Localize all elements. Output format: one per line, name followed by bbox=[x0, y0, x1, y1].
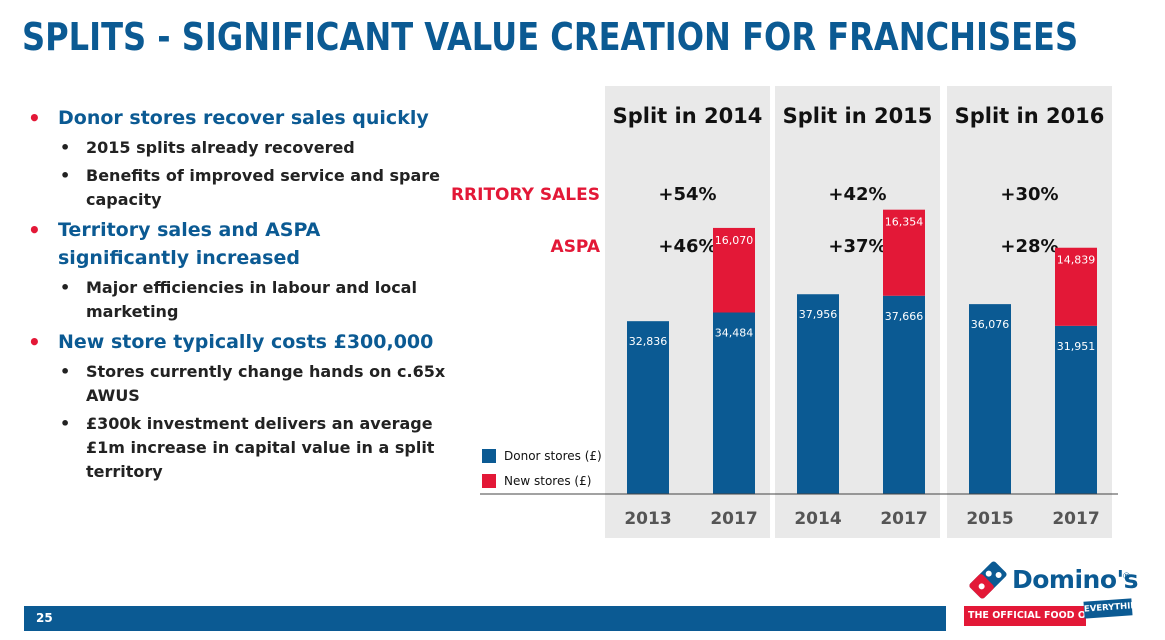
legend-swatch-donor bbox=[482, 449, 496, 463]
footer-bar: 25 bbox=[24, 606, 946, 631]
domino-tile-icon bbox=[969, 561, 1007, 599]
bar-label-donor: 34,484 bbox=[715, 327, 754, 340]
panel-title: Split in 2016 bbox=[955, 104, 1105, 128]
legend-label-donor: Donor stores (£) bbox=[504, 449, 602, 463]
bar-label-donor: 37,956 bbox=[799, 308, 838, 321]
legend-label-new: New stores (£) bbox=[504, 474, 591, 488]
sub-bullet-item: Major efficiencies in labour and local m… bbox=[26, 276, 446, 324]
aspa-value: +37% bbox=[828, 236, 886, 257]
bullet-item: Donor stores recover sales quickly bbox=[26, 104, 446, 132]
logo-tagline-tag: EVERYTHING bbox=[1083, 598, 1145, 619]
logo-tagline: THE OFFICIAL FOOD OF bbox=[968, 610, 1093, 621]
x-tick-label: 2015 bbox=[966, 509, 1013, 529]
bar-label-new: 14,839 bbox=[1057, 254, 1096, 267]
x-tick-label: 2013 bbox=[624, 509, 671, 529]
logo-wordmark: Domino's bbox=[1012, 565, 1139, 594]
bar-label-donor: 36,076 bbox=[971, 318, 1010, 331]
bar-label-new: 16,070 bbox=[715, 234, 754, 247]
dominos-logo: Domino's ® THE OFFICIAL FOOD OF EVERYTHI… bbox=[964, 561, 1145, 632]
page-title: SPLITS - SIGNIFICANT VALUE CREATION FOR … bbox=[22, 15, 1079, 59]
bar-new bbox=[713, 227, 755, 313]
chart: Split in 2014 +54% +46% 32,836 2013 34,484 16,… bbox=[428, 86, 1130, 546]
panel-title: Split in 2014 bbox=[613, 104, 763, 128]
logo-registered-mark: ® bbox=[1122, 572, 1131, 582]
chart-svg: Split in 2014 +54% +46% 32,836 2013 34,484 16,… bbox=[428, 86, 1118, 538]
x-tick-label: 2017 bbox=[880, 509, 927, 529]
territory-sales-value: +54% bbox=[658, 184, 716, 205]
bar-label-donor: 32,836 bbox=[629, 335, 668, 348]
sub-bullet-item: 2015 splits already recovered bbox=[26, 136, 446, 160]
panel-title: Split in 2015 bbox=[783, 104, 933, 128]
aspa-value: +28% bbox=[1000, 236, 1058, 257]
bar-donor bbox=[1055, 325, 1097, 494]
sub-bullet-item: Stores currently change hands on c.65x A… bbox=[26, 360, 446, 408]
bar-label-donor: 37,666 bbox=[885, 310, 924, 323]
bullet-item: New store typically costs £300,000 bbox=[26, 328, 446, 356]
legend-swatch-new bbox=[482, 474, 496, 488]
sub-bullet-item: £300k investment delivers an average £1m… bbox=[26, 412, 446, 484]
bullet-list: Donor stores recover sales quickly 2015 s… bbox=[26, 104, 446, 488]
row-label-aspa: ASPA bbox=[551, 237, 601, 257]
territory-sales-value: +30% bbox=[1000, 184, 1058, 205]
bar-label-new: 16,354 bbox=[885, 216, 924, 229]
bar-donor bbox=[713, 312, 755, 494]
bar-label-donor: 31,951 bbox=[1057, 340, 1096, 353]
page-number: 25 bbox=[36, 611, 53, 625]
bar-new bbox=[1055, 247, 1097, 326]
x-tick-label: 2017 bbox=[1052, 509, 1099, 529]
bar-new bbox=[883, 209, 925, 296]
bar-donor bbox=[969, 304, 1011, 494]
bar-donor bbox=[883, 295, 925, 494]
row-label-territory-sales: TERRITORY SALES bbox=[450, 185, 600, 205]
aspa-value: +46% bbox=[658, 236, 716, 257]
sub-bullet-item: Benefits of improved service and spare c… bbox=[26, 164, 446, 212]
bar-donor bbox=[797, 294, 839, 494]
territory-sales-value: +42% bbox=[828, 184, 886, 205]
bar-donor bbox=[627, 321, 669, 494]
bullet-item: Territory sales and ASPA significantly i… bbox=[26, 216, 446, 272]
x-tick-label: 2017 bbox=[710, 509, 757, 529]
x-tick-label: 2014 bbox=[794, 509, 841, 529]
tagline-bar: THE OFFICIAL FOOD OF bbox=[964, 606, 1092, 626]
